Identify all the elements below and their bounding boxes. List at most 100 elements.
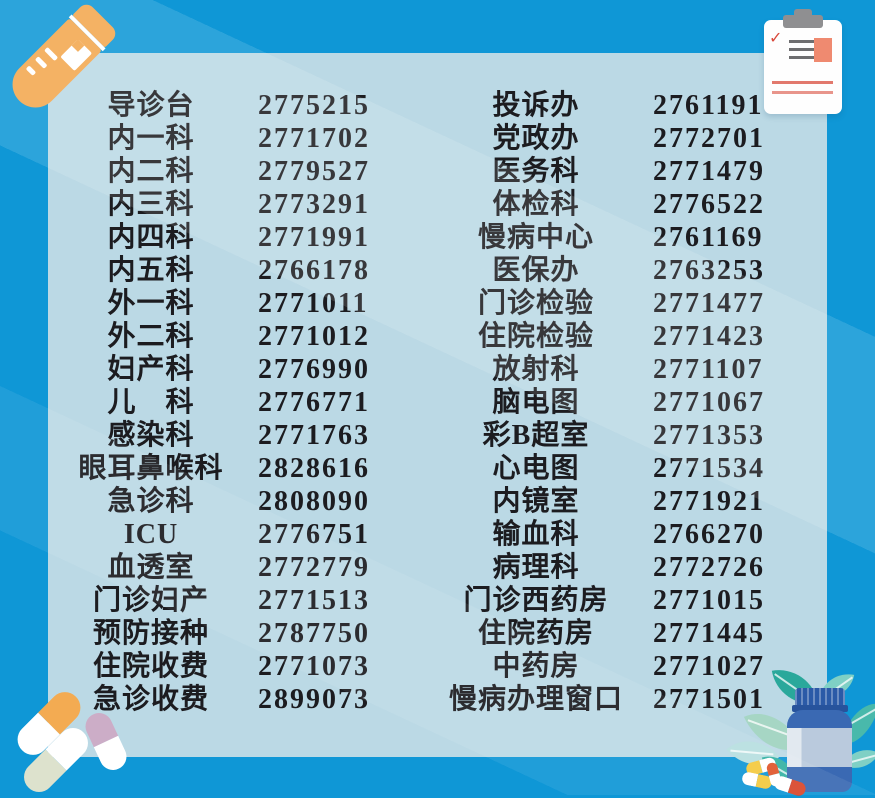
department-name: 内一科 (107, 122, 195, 154)
department-name: 内五科 (107, 254, 195, 286)
phone-number: 2787750 (258, 617, 370, 649)
phone-number: 2776771 (258, 386, 370, 418)
directory-entry: 放射科 2771107 (433, 353, 827, 386)
capsule-pill-icon (81, 708, 131, 775)
phone-number: 2771027 (653, 650, 765, 682)
directory-entry: 急诊科 2808090 (48, 485, 433, 518)
directory-entry: 内四科 2771991 (48, 221, 433, 254)
department-name: 彩B超室 (482, 419, 590, 451)
directory-entry: 脑电图 2771067 (433, 386, 827, 419)
bottle-label (787, 728, 852, 767)
phone-number: 2771107 (653, 353, 764, 385)
phone-number: 2775215 (258, 89, 370, 121)
department-name: 门诊检验 (477, 287, 594, 319)
directory-entry: 妇产科 2776990 (48, 353, 433, 386)
phone-number: 2771353 (653, 419, 765, 451)
directory-entry: 住院药房 2771445 (433, 617, 827, 650)
phone-number: 2776522 (653, 188, 765, 220)
department-name: 住院药房 (477, 617, 594, 649)
directory-entry: 内五科 2766178 (48, 254, 433, 287)
directory-entry: 血透室 2772779 (48, 551, 433, 584)
phone-number: 2771477 (653, 287, 765, 319)
department-name: 导诊台 (107, 89, 195, 121)
department-name: 脑电图 (492, 386, 580, 418)
phone-number: 2899073 (258, 683, 370, 715)
department-name: 妇产科 (107, 353, 195, 385)
department-name: 投诉办 (492, 89, 580, 121)
test-tube-scale-mark (25, 65, 37, 76)
directory-entry: 住院检验 2771423 (433, 320, 827, 353)
phone-number: 2771012 (258, 320, 370, 352)
directory-entry: 中药房 2771027 (433, 650, 827, 683)
directory-entry: 门诊妇产 2771513 (48, 584, 433, 617)
department-name: 急诊科 (107, 485, 195, 517)
phone-number: 2771073 (258, 650, 370, 682)
phone-number: 2773291 (258, 188, 370, 220)
department-name: 门诊妇产 (92, 584, 209, 616)
clipboard-photo-box (814, 38, 832, 62)
department-name: 党政办 (492, 122, 580, 154)
directory-entry: 导诊台 2775215 (48, 89, 433, 122)
directory-entry: 慢病办理窗口 2771501 (433, 683, 827, 716)
bottle-cap (795, 688, 845, 707)
bottle-lip (792, 705, 848, 712)
directory-column-right: 投诉办 2761191 党政办 2772701 医务科 2771479 体检科 … (433, 89, 827, 716)
directory-panel: 导诊台 2775215 内一科 2771702 内二科 2779527 内三科 … (48, 53, 827, 757)
phone-number: 2771921 (653, 485, 765, 517)
directory-entry: 彩B超室 2771353 (433, 419, 827, 452)
directory-entry: 党政办 2772701 (433, 122, 827, 155)
directory-entry: 内三科 2773291 (48, 188, 433, 221)
phone-number: 2763253 (653, 254, 765, 286)
phone-number: 2771015 (653, 584, 765, 616)
directory-entry: 外一科 2771011 (48, 287, 433, 320)
directory-entry: 医保办 2763253 (433, 254, 827, 287)
capsule-pills-icon (0, 685, 150, 798)
phone-number: 2771445 (653, 617, 765, 649)
clipboard-text-line (772, 81, 833, 84)
department-name: 医保办 (492, 254, 580, 286)
department-name: 急诊收费 (92, 683, 209, 715)
department-name: 放射科 (492, 353, 580, 385)
phone-number: 2766270 (653, 518, 765, 550)
phone-number: 2761169 (653, 221, 764, 253)
directory-entry: 投诉办 2761191 (433, 89, 827, 122)
phone-number: 2771011 (258, 287, 369, 319)
directory-entry: 住院收费 2771073 (48, 650, 433, 683)
department-name: 儿 科 (107, 386, 195, 418)
medicine-bottle-icon (725, 663, 875, 798)
directory-entry: ICU 2776751 (48, 518, 433, 551)
phone-number: 2808090 (258, 485, 370, 517)
directory-entry: 心电图 2771534 (433, 452, 827, 485)
phone-number: 2779527 (258, 155, 370, 187)
phone-number: 2771763 (258, 419, 370, 451)
directory-entry: 儿 科 2776771 (48, 386, 433, 419)
directory-entry: 病理科 2772726 (433, 551, 827, 584)
clipboard-text-line (772, 91, 833, 94)
department-name: 内三科 (107, 188, 195, 220)
department-name: 内镜室 (492, 485, 580, 517)
directory-entry: 门诊检验 2771477 (433, 287, 827, 320)
department-name: 慢病中心 (477, 221, 594, 253)
phone-number: 2771501 (653, 683, 765, 715)
directory-entry: 内一科 2771702 (48, 122, 433, 155)
phone-number: 2771423 (653, 320, 765, 352)
phone-number: 2772701 (653, 122, 765, 154)
directory-entry: 眼耳鼻喉科 2828616 (48, 452, 433, 485)
department-name: 输血科 (492, 518, 580, 550)
clipboard-text-line (789, 48, 822, 51)
department-name: 内二科 (107, 155, 195, 187)
test-tube-scale-mark (34, 56, 48, 69)
department-name: 预防接种 (92, 617, 209, 649)
department-name: 医务科 (492, 155, 580, 187)
department-name: 内四科 (107, 221, 195, 253)
phone-number: 2772779 (258, 551, 370, 583)
phone-number: 2828616 (258, 452, 370, 484)
clipboard-icon: ✓ (764, 20, 842, 114)
department-name: 外一科 (107, 287, 195, 319)
directory-entry: 急诊收费 2899073 (48, 683, 433, 716)
directory-entry: 医务科 2771479 (433, 155, 827, 188)
checkmark-icon: ✓ (769, 28, 783, 47)
directory-entry: 慢病中心 2761169 (433, 221, 827, 254)
phone-number: 2771067 (653, 386, 765, 418)
